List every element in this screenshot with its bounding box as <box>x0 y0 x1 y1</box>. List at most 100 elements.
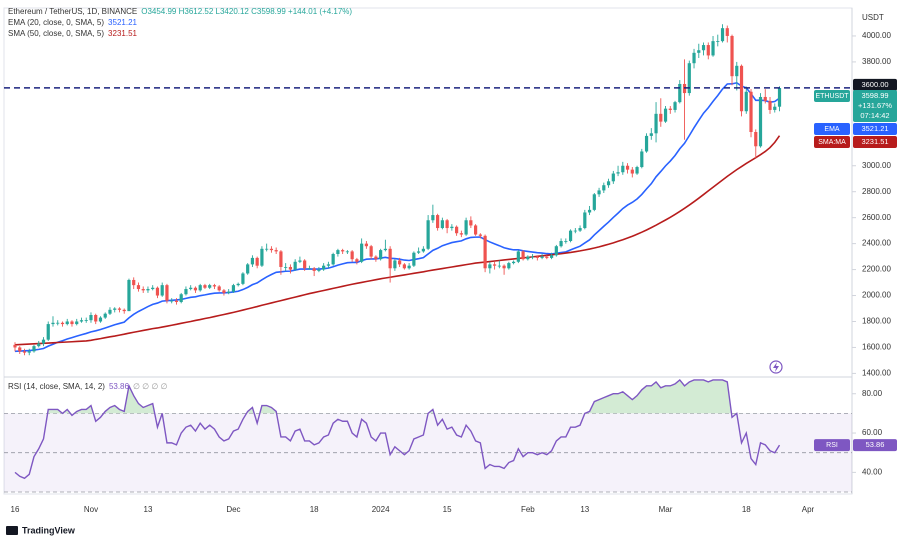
candle-body <box>521 251 525 260</box>
candle-body <box>212 285 217 287</box>
candle-body <box>492 264 497 266</box>
candle-body <box>573 230 577 232</box>
candle-body <box>407 265 411 269</box>
candle-body <box>578 228 582 231</box>
candle-body <box>497 265 501 267</box>
candle-body <box>630 169 634 174</box>
candle-body <box>379 250 383 260</box>
candle-body <box>597 190 601 195</box>
x-tick-label: Feb <box>521 505 535 514</box>
candle-body <box>246 264 250 274</box>
candle-body <box>174 300 179 303</box>
candle-body <box>455 226 459 234</box>
y-tick-label: 80.00 <box>862 389 883 398</box>
candle-body <box>364 243 368 247</box>
candle-body <box>402 264 406 269</box>
tag-label: SMA:MA <box>818 139 846 146</box>
candle-body <box>189 287 193 290</box>
candle-body <box>507 263 511 269</box>
x-tick-label: 15 <box>443 505 452 514</box>
candle-body <box>673 102 677 110</box>
y-tick-label: 3800.00 <box>862 57 891 66</box>
candle-body <box>37 343 41 347</box>
candle-body <box>706 45 710 56</box>
candle-body <box>445 220 449 229</box>
candle-body <box>103 313 107 318</box>
candle-body <box>336 250 340 254</box>
candle-body <box>659 113 663 122</box>
candle-body <box>326 264 331 266</box>
candle-body <box>388 248 392 269</box>
candle-body <box>540 256 544 258</box>
candle-body <box>345 251 349 253</box>
candle-body <box>474 225 478 235</box>
sma-legend: SMA (50, close, 0, SMA, 5) 3231.51 <box>8 28 356 39</box>
overbought-fill <box>47 379 732 414</box>
candle-body <box>32 346 36 352</box>
legend-value: 53.86 <box>108 382 129 391</box>
candle-body <box>312 268 316 271</box>
y-tick-label: 2600.00 <box>862 213 891 222</box>
candle-body <box>307 268 312 270</box>
candle-body <box>768 100 772 110</box>
tag-label: RSI <box>826 442 838 449</box>
legend-name: SMA (50, close, 0, SMA, 5) <box>8 29 105 38</box>
candle-body <box>70 321 74 325</box>
tag-value: 53.86 <box>866 440 885 449</box>
candle-body <box>739 65 744 112</box>
brand-logo <box>6 526 18 535</box>
candle-body <box>331 254 335 265</box>
x-tick-label: Apr <box>802 505 815 514</box>
candle-body <box>478 234 482 236</box>
candle-body <box>317 269 321 271</box>
candle-body <box>758 96 763 147</box>
candle-body <box>41 339 46 344</box>
y-tick-label: 60.00 <box>862 428 883 437</box>
candle-body <box>203 285 207 288</box>
candle-body <box>678 83 682 103</box>
y-tick-label: 1400.00 <box>862 369 891 378</box>
tag-value: 3600.00 <box>861 80 888 89</box>
candle-body <box>654 113 658 134</box>
y-tick-label: 2800.00 <box>862 187 891 196</box>
candle-body <box>635 167 639 174</box>
tag-extra: 07:14:42 <box>860 111 889 120</box>
candle-body <box>265 248 269 250</box>
legend-extra: ∅ ∅ ∅ ∅ <box>132 382 168 391</box>
candle-body <box>94 315 98 322</box>
candle-body <box>13 344 17 348</box>
x-tick-label: 18 <box>742 505 751 514</box>
candle-body <box>274 250 278 252</box>
candle-body <box>141 289 145 291</box>
candle-body <box>526 256 530 260</box>
candle-body <box>260 248 264 266</box>
candle-body <box>250 257 255 265</box>
candle-body <box>279 251 283 267</box>
candle-body <box>516 251 520 262</box>
candle-body <box>459 233 463 235</box>
candle-body <box>412 252 416 266</box>
candle-body <box>611 173 615 182</box>
candle-body <box>60 322 65 325</box>
tag-label-box <box>814 439 850 452</box>
y-tick-label: 2200.00 <box>862 265 891 274</box>
price-legend: Ethereum / TetherUS, 1D, BINANCE O3454.99… <box>8 6 356 39</box>
x-tick-label: Mar <box>659 505 673 514</box>
candle-body <box>535 256 539 258</box>
tag-label: EMA <box>824 126 840 133</box>
tag-value-box <box>853 78 897 91</box>
ohlc-values: O3454.99 H3612.52 L3420.12 C3598.99 +144… <box>141 7 353 16</box>
candle-body <box>735 65 739 77</box>
candle-body <box>744 91 748 112</box>
candle-body <box>341 250 345 252</box>
y-tick-label: 1600.00 <box>862 343 891 352</box>
candle-body <box>360 243 364 262</box>
candle-body <box>616 172 620 174</box>
x-tick-label: 13 <box>144 505 153 514</box>
candle-body <box>113 308 117 310</box>
candle-body <box>165 285 169 301</box>
candle-body <box>431 215 435 221</box>
candle-body <box>350 251 354 260</box>
y-tick-label: 2400.00 <box>862 239 891 248</box>
